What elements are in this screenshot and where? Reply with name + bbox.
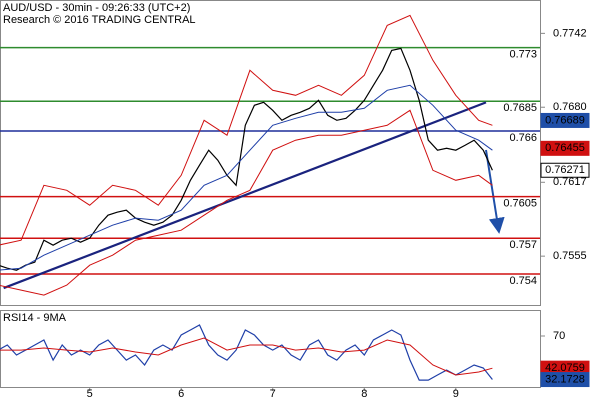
value-tag	[540, 140, 590, 156]
x-tick-label: 7	[270, 388, 276, 400]
value-tag	[540, 112, 590, 128]
value-tag-label: 0.76271	[545, 164, 585, 176]
value-tag-label: 42.0759	[545, 362, 585, 374]
level-label: 0.754	[509, 275, 537, 287]
y-tick-label: 0.7742	[553, 27, 587, 39]
price-panel	[0, 0, 541, 306]
y-tick-label: 0.7680	[553, 101, 587, 113]
value-tag	[540, 162, 590, 178]
series-line	[0, 84, 493, 271]
trendline	[3, 101, 487, 290]
rsi-label: RSI14 - 9MA	[3, 312, 67, 324]
value-tag-label: 0.76689	[545, 114, 585, 126]
level-label: 0.757	[509, 239, 537, 251]
level-label: 0.773	[509, 49, 537, 61]
x-tick-label: 8	[361, 388, 367, 400]
level-label: 0.7685	[503, 102, 537, 114]
arrow	[485, 149, 505, 234]
x-tick-label: 6	[178, 388, 184, 400]
series-line	[0, 337, 493, 376]
value-tag-label: 32.1728	[545, 373, 585, 385]
value-tag-label: 0.76455	[545, 142, 585, 154]
series-line	[0, 14, 493, 246]
level-label: 0.766	[509, 132, 537, 144]
x-tick-label: 5	[87, 388, 93, 400]
series-line	[0, 47, 493, 271]
value-tag	[540, 372, 590, 388]
y-tick-label: 70	[553, 330, 565, 342]
series-line	[0, 324, 493, 381]
chart-title: AUD/USD - 30min - 09:26:33 (UTC+2)	[3, 2, 190, 14]
level-label: 0.7605	[503, 197, 537, 209]
chart-subtitle: Research © 2016 TRADING CENTRAL	[3, 14, 196, 26]
x-tick-label: 9	[453, 388, 459, 400]
y-tick-label: 0.7555	[553, 250, 587, 262]
y-tick-label: 0.7617	[553, 176, 587, 188]
series-line	[0, 109, 493, 296]
